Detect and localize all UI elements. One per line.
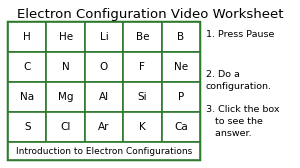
Text: 1. Press Pause: 1. Press Pause — [206, 30, 274, 39]
Bar — [46, 22, 85, 52]
Text: F: F — [140, 62, 145, 72]
Text: B: B — [177, 32, 184, 42]
Bar — [162, 22, 200, 52]
Text: Ar: Ar — [98, 122, 110, 132]
Text: 3. Click the box
   to see the
   answer.: 3. Click the box to see the answer. — [206, 105, 280, 138]
Bar — [8, 142, 200, 160]
Bar — [123, 112, 162, 142]
Bar — [85, 52, 123, 82]
Bar — [8, 112, 46, 142]
Text: K: K — [139, 122, 146, 132]
Text: Be: Be — [136, 32, 149, 42]
Bar — [46, 112, 85, 142]
Bar — [162, 82, 200, 112]
Text: Introduction to Electron Configurations: Introduction to Electron Configurations — [16, 146, 192, 156]
Text: N: N — [62, 62, 70, 72]
Bar — [162, 52, 200, 82]
Text: Mg: Mg — [58, 92, 73, 102]
Bar — [123, 52, 162, 82]
Text: S: S — [24, 122, 31, 132]
Text: Electron Configuration Video Worksheet: Electron Configuration Video Worksheet — [17, 8, 283, 21]
Bar — [8, 52, 46, 82]
Bar — [46, 82, 85, 112]
Bar — [85, 82, 123, 112]
Bar — [123, 22, 162, 52]
Bar — [85, 112, 123, 142]
Text: P: P — [178, 92, 184, 102]
Text: 2. Do a
configuration.: 2. Do a configuration. — [206, 70, 272, 91]
Text: Al: Al — [99, 92, 109, 102]
Bar — [8, 22, 46, 52]
Text: Si: Si — [138, 92, 147, 102]
Text: Ca: Ca — [174, 122, 188, 132]
Text: O: O — [100, 62, 108, 72]
Bar — [46, 52, 85, 82]
Text: Ne: Ne — [174, 62, 188, 72]
Text: Li: Li — [100, 32, 108, 42]
Text: Cl: Cl — [60, 122, 71, 132]
Text: He: He — [58, 32, 73, 42]
Bar — [123, 82, 162, 112]
Bar — [8, 22, 200, 160]
Text: Na: Na — [20, 92, 34, 102]
Text: H: H — [23, 32, 31, 42]
Text: C: C — [23, 62, 31, 72]
Bar — [8, 82, 46, 112]
Bar — [85, 22, 123, 52]
Bar — [162, 112, 200, 142]
